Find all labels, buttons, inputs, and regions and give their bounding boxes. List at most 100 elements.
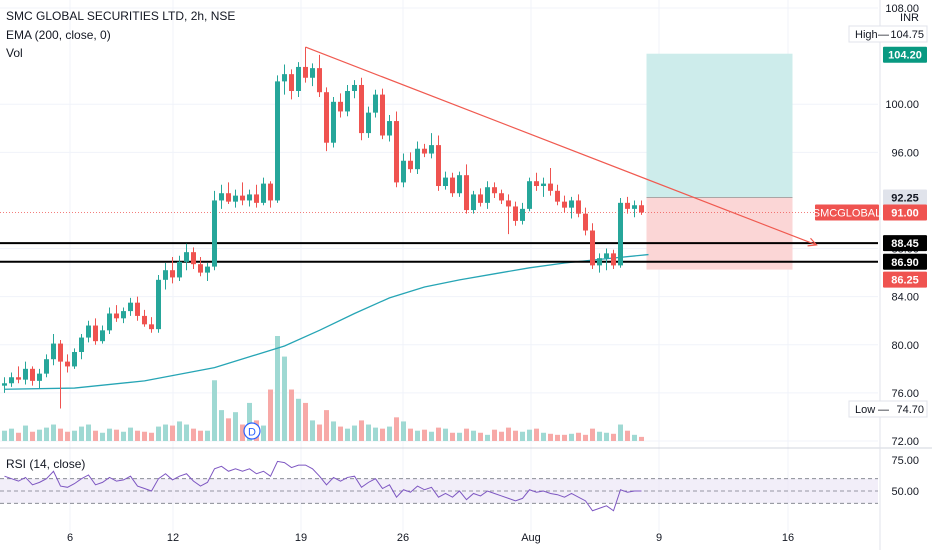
volume-bar (583, 434, 588, 441)
candle-body (422, 148, 427, 154)
volume-bar (247, 402, 252, 441)
volume-bar (310, 420, 315, 441)
volume-bar (65, 431, 70, 441)
candle-body (296, 66, 301, 91)
trendline (305, 46, 817, 246)
candle-body (44, 359, 49, 374)
volume-bar (380, 428, 385, 441)
candle-body (2, 383, 7, 386)
volume-bar (611, 433, 616, 441)
candle-body (394, 121, 399, 183)
candle-body (254, 194, 259, 203)
candle-body (569, 200, 574, 208)
volume-bar (191, 428, 196, 441)
candle-body (9, 377, 14, 384)
volume-bar (597, 431, 602, 441)
candle-body (429, 145, 434, 154)
time-tick-label: 12 (167, 532, 179, 544)
price-tick-label: 100.00 (885, 99, 919, 111)
volume-bar (289, 389, 294, 441)
candle-body (506, 200, 511, 207)
candle-body (576, 200, 581, 214)
time-tick-label: 6 (67, 532, 73, 544)
candle-body (156, 279, 161, 330)
volume-bar (590, 428, 595, 441)
volume-bar (569, 433, 574, 441)
volume-bar (107, 428, 112, 441)
candle-body (107, 313, 112, 331)
low-marker-value: 74.70 (896, 404, 924, 416)
volume-bar (506, 427, 511, 441)
volume-bar (541, 432, 546, 441)
candle-body (366, 112, 371, 134)
volume-bar (387, 426, 392, 441)
candle-body (478, 194, 483, 203)
candle-body (401, 160, 406, 183)
volume-bar (44, 427, 49, 441)
level-badge-bg (883, 253, 927, 270)
candle-body (128, 302, 133, 312)
price-tick-label: 72.00 (891, 436, 919, 448)
candle-body (380, 94, 385, 136)
candle-body (135, 302, 140, 316)
candle-body (499, 193, 504, 201)
volume-bar (485, 434, 490, 441)
volume-bar (464, 428, 469, 441)
candle-body (464, 175, 469, 211)
volume-bar (121, 431, 126, 441)
volume-bar (555, 434, 560, 441)
volume-bar (184, 424, 189, 441)
volume-bar (478, 432, 483, 441)
volume-bar (639, 436, 644, 441)
candle-body (261, 183, 266, 203)
price-tick-label: 96.00 (891, 147, 919, 159)
price-tick-label: 108.00 (885, 3, 919, 15)
candle-body (233, 195, 238, 202)
candle-body (352, 84, 357, 91)
level-badge-bg (883, 235, 927, 252)
candle-body (149, 324, 154, 330)
candle-body (324, 92, 329, 143)
candle-body (58, 343, 63, 362)
rsi-tick-label: 50.00 (891, 486, 919, 498)
volume-bar (513, 430, 518, 441)
time-tick-label: 19 (295, 532, 307, 544)
candle-body (100, 330, 105, 342)
volume-bar (436, 427, 441, 441)
candle-body (611, 253, 616, 266)
price-tick-label: 84.00 (891, 292, 919, 304)
time-tick-label: 16 (782, 532, 794, 544)
symbol-tag-bg (815, 204, 879, 221)
candle-body (457, 175, 462, 194)
time-tick-label: 26 (397, 532, 409, 544)
candle-body (212, 200, 217, 267)
volume-bar (135, 430, 140, 441)
candle-body (534, 181, 539, 187)
volume-legend[interactable]: Vol (6, 46, 23, 60)
candle-body (177, 261, 182, 278)
volume-bar (51, 424, 56, 441)
symbol-legend[interactable]: SMC GLOBAL SECURITIES LTD, 2h, NSE (6, 9, 236, 23)
candle-body (79, 337, 84, 352)
volume-bar (37, 429, 42, 441)
volume-bar (499, 431, 504, 441)
volume-bar (632, 434, 637, 441)
ema-legend[interactable]: EMA (200, close, 0) (6, 28, 111, 42)
candle-body (408, 160, 413, 170)
volume-bar (345, 428, 350, 441)
level-badge: 86.90 (891, 257, 919, 269)
candle-body (289, 74, 294, 91)
volume-bar (30, 431, 35, 441)
volume-bar (240, 424, 245, 441)
candle-body (604, 253, 609, 259)
price-tick-label: 76.00 (891, 388, 919, 400)
stop-badge-bg (883, 271, 927, 288)
volume-bar (443, 428, 448, 441)
volume-bar (618, 424, 623, 441)
currency-label: INR (900, 12, 919, 24)
candle-body (632, 205, 637, 209)
rsi-legend[interactable]: RSI (14, close) (6, 457, 86, 471)
low-marker-label: Low (855, 404, 875, 416)
